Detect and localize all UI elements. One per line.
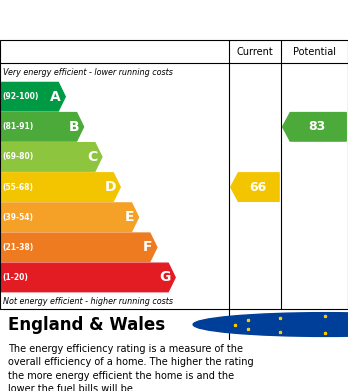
FancyArrow shape [283, 113, 346, 141]
FancyArrow shape [0, 173, 120, 201]
Text: E: E [125, 210, 134, 224]
Text: EU Directive: EU Directive [239, 315, 291, 325]
Text: D: D [104, 180, 116, 194]
Text: Very energy efficient - lower running costs: Very energy efficient - lower running co… [3, 68, 173, 77]
FancyArrow shape [0, 143, 102, 171]
Text: Potential: Potential [293, 47, 336, 57]
Text: F: F [143, 240, 153, 254]
Text: C: C [87, 150, 98, 164]
Text: (81-91): (81-91) [2, 122, 34, 131]
Text: England & Wales: England & Wales [8, 316, 165, 334]
FancyArrow shape [0, 113, 84, 141]
Text: 83: 83 [309, 120, 326, 133]
FancyArrow shape [0, 263, 175, 292]
Text: 66: 66 [249, 181, 266, 194]
FancyArrow shape [231, 173, 279, 201]
Text: (1-20): (1-20) [2, 273, 28, 282]
FancyArrow shape [0, 203, 139, 231]
Text: The energy efficiency rating is a measure of the
overall efficiency of a home. T: The energy efficiency rating is a measur… [8, 344, 253, 391]
Text: A: A [50, 90, 61, 104]
Text: (21-38): (21-38) [2, 243, 34, 252]
Text: G: G [160, 271, 171, 284]
Text: (69-80): (69-80) [2, 152, 34, 161]
Text: Energy Efficiency Rating: Energy Efficiency Rating [10, 13, 232, 28]
FancyArrow shape [0, 233, 157, 262]
Text: Current: Current [237, 47, 273, 57]
Text: (39-54): (39-54) [2, 213, 33, 222]
Text: (92-100): (92-100) [2, 92, 39, 101]
Text: (55-68): (55-68) [2, 183, 33, 192]
Text: B: B [69, 120, 79, 134]
Text: Not energy efficient - higher running costs: Not energy efficient - higher running co… [3, 297, 173, 306]
Text: 2002/91/EC: 2002/91/EC [239, 326, 288, 335]
Circle shape [193, 313, 348, 336]
FancyArrow shape [0, 83, 65, 111]
